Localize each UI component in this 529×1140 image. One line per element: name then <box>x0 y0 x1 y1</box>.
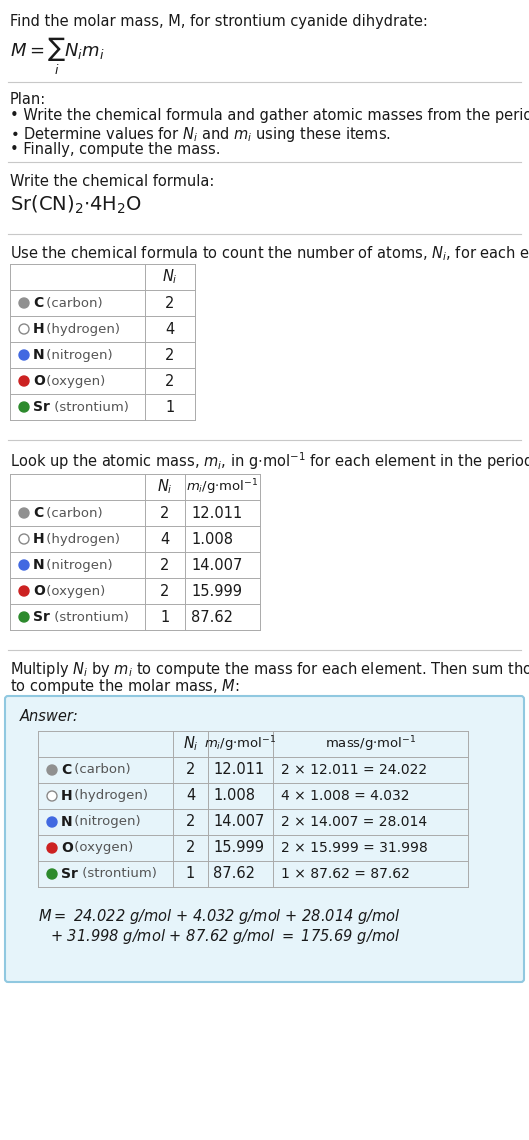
Text: (nitrogen): (nitrogen) <box>70 815 141 829</box>
Text: (strontium): (strontium) <box>50 611 129 624</box>
Text: (carbon): (carbon) <box>70 764 131 776</box>
Text: N: N <box>33 557 44 572</box>
Circle shape <box>47 842 57 853</box>
Text: C: C <box>33 296 43 310</box>
Text: $M = \sum_i N_i m_i$: $M = \sum_i N_i m_i$ <box>10 36 104 78</box>
Text: C: C <box>61 763 71 777</box>
FancyBboxPatch shape <box>5 697 524 982</box>
Text: $m_i$/g$\cdot$mol$^{-1}$: $m_i$/g$\cdot$mol$^{-1}$ <box>204 734 277 754</box>
Text: • Determine values for $N_i$ and $m_i$ using these items.: • Determine values for $N_i$ and $m_i$ u… <box>10 125 391 144</box>
Text: (oxygen): (oxygen) <box>42 375 106 388</box>
Text: 2 × 15.999 = 31.998: 2 × 15.999 = 31.998 <box>281 841 428 855</box>
Text: H: H <box>61 789 72 803</box>
Text: to compute the molar mass, $M$:: to compute the molar mass, $M$: <box>10 677 240 697</box>
Text: • Write the chemical formula and gather atomic masses from the periodic table.: • Write the chemical formula and gather … <box>10 108 529 123</box>
Text: 2: 2 <box>186 840 195 855</box>
Text: $\mathrm{Sr(CN)_2{\cdot}4H_2O}$: $\mathrm{Sr(CN)_2{\cdot}4H_2O}$ <box>10 194 142 217</box>
Text: Multiply $N_i$ by $m_i$ to compute the mass for each element. Then sum those val: Multiply $N_i$ by $m_i$ to compute the m… <box>10 660 529 679</box>
Text: (carbon): (carbon) <box>42 296 103 309</box>
Text: Use the chemical formula to count the number of atoms, $N_i$, for each element:: Use the chemical formula to count the nu… <box>10 244 529 262</box>
Text: $N_i$: $N_i$ <box>162 268 178 286</box>
Text: 2 × 12.011 = 24.022: 2 × 12.011 = 24.022 <box>281 763 427 777</box>
Text: • Finally, compute the mass.: • Finally, compute the mass. <box>10 142 221 157</box>
Text: $m_i$/g$\cdot$mol$^{-1}$: $m_i$/g$\cdot$mol$^{-1}$ <box>186 478 259 497</box>
Text: O: O <box>33 584 45 599</box>
Circle shape <box>47 765 57 775</box>
Text: 2 × 14.007 = 28.014: 2 × 14.007 = 28.014 <box>281 815 427 829</box>
Text: Sr: Sr <box>33 610 50 624</box>
Text: 4: 4 <box>160 531 170 546</box>
Text: 4 × 1.008 = 4.032: 4 × 1.008 = 4.032 <box>281 789 409 803</box>
Text: (hydrogen): (hydrogen) <box>42 532 121 546</box>
Text: N: N <box>61 815 72 829</box>
Text: 12.011: 12.011 <box>213 763 264 777</box>
Circle shape <box>47 791 57 801</box>
Text: 87.62: 87.62 <box>213 866 255 881</box>
Text: C: C <box>33 506 43 520</box>
Text: 87.62: 87.62 <box>191 610 233 625</box>
Text: (strontium): (strontium) <box>78 868 157 880</box>
Text: $+$ 31.998 g/mol $+$ 87.62 g/mol $=$ 175.69 g/mol: $+$ 31.998 g/mol $+$ 87.62 g/mol $=$ 175… <box>50 927 400 946</box>
Text: Write the chemical formula:: Write the chemical formula: <box>10 174 214 189</box>
Circle shape <box>19 402 29 412</box>
Text: 2: 2 <box>160 584 170 599</box>
Text: 12.011: 12.011 <box>191 505 242 521</box>
Circle shape <box>19 298 29 308</box>
Text: H: H <box>33 321 44 336</box>
Text: Look up the atomic mass, $m_i$, in g$\cdot$mol$^{-1}$ for each element in the pe: Look up the atomic mass, $m_i$, in g$\cd… <box>10 450 529 472</box>
Circle shape <box>19 350 29 360</box>
Text: (nitrogen): (nitrogen) <box>42 349 113 361</box>
Circle shape <box>19 508 29 518</box>
Text: O: O <box>61 841 73 855</box>
Text: 15.999: 15.999 <box>191 584 242 599</box>
Text: (strontium): (strontium) <box>50 400 129 414</box>
Circle shape <box>19 534 29 544</box>
Text: $M =$ 24.022 g/mol $+$ 4.032 g/mol $+$ 28.014 g/mol: $M =$ 24.022 g/mol $+$ 4.032 g/mol $+$ 2… <box>38 907 401 926</box>
Text: 4: 4 <box>186 789 195 804</box>
Text: 2: 2 <box>186 763 195 777</box>
Circle shape <box>47 869 57 879</box>
Text: (oxygen): (oxygen) <box>70 841 134 855</box>
Text: N: N <box>33 348 44 363</box>
Circle shape <box>19 586 29 596</box>
Text: O: O <box>33 374 45 388</box>
Circle shape <box>47 817 57 826</box>
Text: 1: 1 <box>160 610 170 625</box>
Text: 1.008: 1.008 <box>213 789 255 804</box>
Text: 2: 2 <box>165 348 175 363</box>
Text: H: H <box>33 532 44 546</box>
Text: 2: 2 <box>165 374 175 389</box>
Text: (hydrogen): (hydrogen) <box>42 323 121 335</box>
Text: 14.007: 14.007 <box>213 814 264 830</box>
Text: 2: 2 <box>186 814 195 830</box>
Text: Plan:: Plan: <box>10 92 46 107</box>
Text: (nitrogen): (nitrogen) <box>42 559 113 571</box>
Text: (hydrogen): (hydrogen) <box>70 790 149 803</box>
Text: 2: 2 <box>165 295 175 310</box>
Text: Answer:: Answer: <box>20 709 79 724</box>
Text: (oxygen): (oxygen) <box>42 585 106 597</box>
Text: 1: 1 <box>186 866 195 881</box>
Circle shape <box>19 560 29 570</box>
Text: 1 × 87.62 = 87.62: 1 × 87.62 = 87.62 <box>281 868 410 881</box>
Circle shape <box>19 324 29 334</box>
Text: 1.008: 1.008 <box>191 531 233 546</box>
Circle shape <box>19 612 29 622</box>
Text: $N_i$: $N_i$ <box>157 478 173 496</box>
Text: $N_i$: $N_i$ <box>183 734 198 754</box>
Text: (carbon): (carbon) <box>42 506 103 520</box>
Text: 4: 4 <box>166 321 175 336</box>
Circle shape <box>19 376 29 386</box>
Text: 2: 2 <box>160 505 170 521</box>
Text: 1: 1 <box>166 399 175 415</box>
Text: Sr: Sr <box>61 868 78 881</box>
Text: 2: 2 <box>160 557 170 572</box>
Text: mass/g$\cdot$mol$^{-1}$: mass/g$\cdot$mol$^{-1}$ <box>325 734 416 754</box>
Text: Find the molar mass, M, for strontium cyanide dihydrate:: Find the molar mass, M, for strontium cy… <box>10 14 428 28</box>
Text: Sr: Sr <box>33 400 50 414</box>
Text: 14.007: 14.007 <box>191 557 242 572</box>
Text: 15.999: 15.999 <box>213 840 264 855</box>
